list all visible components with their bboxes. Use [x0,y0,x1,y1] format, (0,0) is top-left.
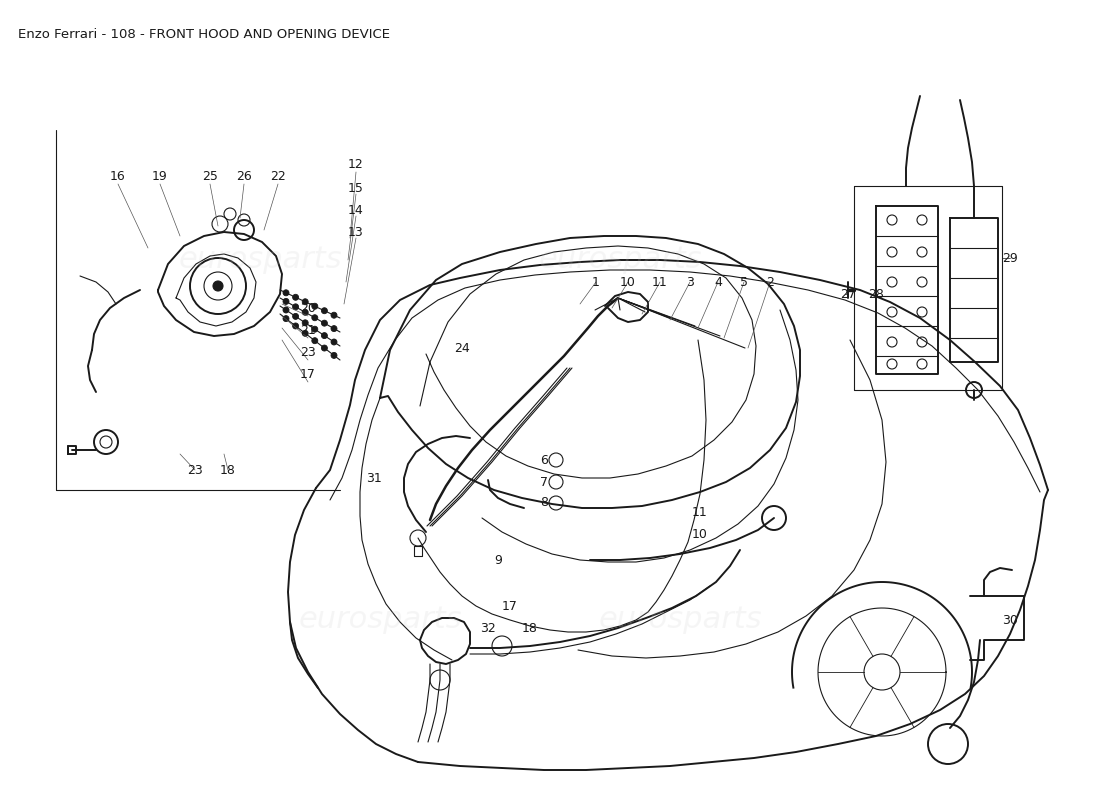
Text: 19: 19 [152,170,168,182]
Text: 11: 11 [692,506,708,518]
Circle shape [311,314,318,321]
Circle shape [302,320,308,326]
Text: 23: 23 [300,346,316,358]
Text: eurosparts: eurosparts [298,606,462,634]
Text: 32: 32 [480,622,496,634]
Circle shape [311,338,318,344]
Circle shape [283,290,289,296]
Text: 18: 18 [220,463,235,477]
Text: 12: 12 [348,158,364,171]
Text: 3: 3 [686,275,694,289]
Text: 8: 8 [540,497,548,510]
Circle shape [293,294,298,300]
Circle shape [302,310,308,315]
Text: 4: 4 [714,275,722,289]
Text: 16: 16 [110,170,125,182]
Circle shape [293,323,298,329]
Text: 29: 29 [1002,251,1018,265]
Text: 9: 9 [494,554,502,566]
Text: 11: 11 [652,275,668,289]
Circle shape [293,304,298,310]
Circle shape [311,303,318,310]
Text: 27: 27 [840,287,856,301]
Circle shape [283,307,289,313]
Text: 10: 10 [692,527,708,541]
Circle shape [293,314,298,319]
Circle shape [302,330,308,336]
Text: 15: 15 [348,182,364,194]
Text: 22: 22 [271,170,286,182]
Circle shape [302,298,308,305]
Text: 17: 17 [300,367,316,381]
Text: eurosparts: eurosparts [598,606,762,634]
Text: 18: 18 [522,622,538,634]
Circle shape [213,281,223,291]
Text: 2: 2 [766,275,774,289]
Circle shape [331,339,337,345]
Circle shape [321,320,328,326]
Text: 13: 13 [348,226,364,238]
Text: 7: 7 [540,475,548,489]
Text: 1: 1 [592,275,600,289]
Circle shape [283,298,289,304]
Text: 17: 17 [502,599,518,613]
Text: 14: 14 [348,203,364,217]
Circle shape [331,352,337,358]
Text: 20: 20 [300,302,316,314]
Text: 25: 25 [202,170,218,182]
Circle shape [321,333,328,338]
Circle shape [321,345,328,351]
Text: 26: 26 [236,170,252,182]
Text: 21: 21 [300,323,316,337]
Text: 24: 24 [454,342,470,354]
Circle shape [321,308,328,314]
Text: Enzo Ferrari - 108 - FRONT HOOD AND OPENING DEVICE: Enzo Ferrari - 108 - FRONT HOOD AND OPEN… [18,28,390,41]
Circle shape [331,326,337,331]
Text: 5: 5 [740,275,748,289]
Circle shape [283,315,289,322]
Circle shape [311,326,318,332]
Text: 31: 31 [366,471,382,485]
Text: 23: 23 [187,463,202,477]
Text: 30: 30 [1002,614,1018,626]
Text: 28: 28 [868,287,884,301]
Text: 6: 6 [540,454,548,466]
Text: eurosparts: eurosparts [178,246,342,274]
Text: eurosparts: eurosparts [538,246,702,274]
Circle shape [331,312,337,318]
Text: 10: 10 [620,275,636,289]
